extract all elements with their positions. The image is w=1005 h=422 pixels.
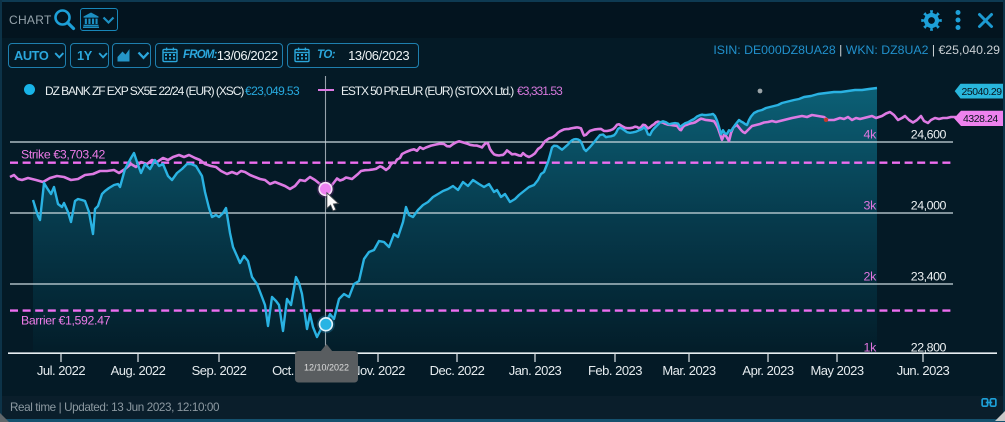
svg-text:Jul. 2022: Jul. 2022 — [37, 363, 86, 378]
svg-text:May 2023: May 2023 — [810, 363, 863, 378]
svg-text:24,000: 24,000 — [911, 199, 947, 213]
svg-text:12/10/2022: 12/10/2022 — [304, 363, 349, 373]
svg-text:Strike €3,703.42: Strike €3,703.42 — [21, 148, 105, 162]
svg-text:4328.24: 4328.24 — [963, 114, 998, 125]
svg-text:Nov. 2022: Nov. 2022 — [351, 363, 405, 378]
svg-text:4k: 4k — [864, 128, 878, 142]
svg-text:Feb. 2023: Feb. 2023 — [588, 363, 642, 378]
svg-text:2k: 2k — [864, 270, 878, 284]
svg-text:23,400: 23,400 — [911, 270, 947, 284]
svg-text:24,600: 24,600 — [911, 128, 947, 142]
svg-text:22,800: 22,800 — [911, 341, 947, 355]
svg-text:Dec. 2022: Dec. 2022 — [430, 363, 485, 378]
svg-text:Barrier €1,592.47: Barrier €1,592.47 — [21, 314, 111, 328]
svg-text:Sep. 2022: Sep. 2022 — [192, 363, 247, 378]
svg-text:Mar. 2023: Mar. 2023 — [662, 363, 716, 378]
svg-text:Jan. 2023: Jan. 2023 — [509, 363, 562, 378]
svg-text:3k: 3k — [864, 199, 878, 213]
svg-text:Apr. 2023: Apr. 2023 — [742, 363, 793, 378]
svg-text:Jun. 2023: Jun. 2023 — [897, 363, 950, 378]
svg-text:25040.29: 25040.29 — [962, 87, 1003, 98]
svg-text:1k: 1k — [864, 341, 878, 355]
svg-text:Aug. 2022: Aug. 2022 — [111, 363, 166, 378]
